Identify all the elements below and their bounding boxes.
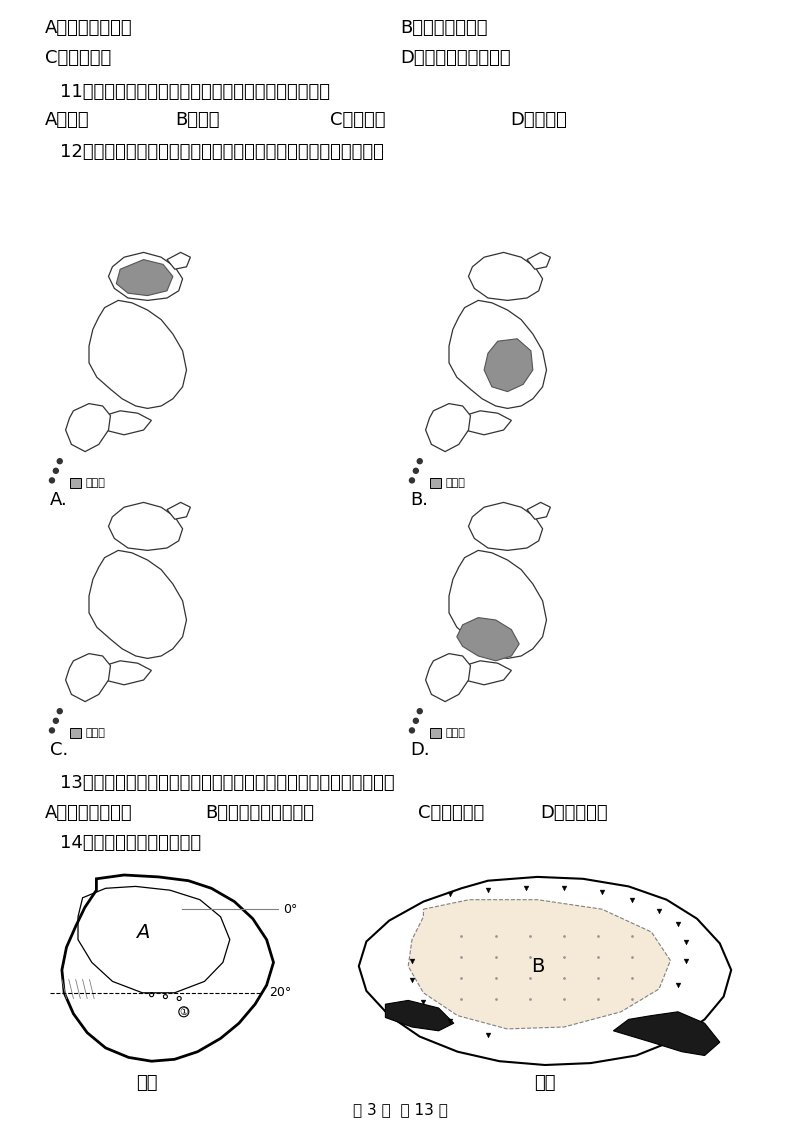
Text: C．交通便利: C．交通便利 bbox=[418, 804, 484, 822]
Polygon shape bbox=[109, 252, 182, 300]
Polygon shape bbox=[449, 550, 546, 659]
Circle shape bbox=[50, 728, 54, 732]
Text: B．英国: B．英国 bbox=[175, 111, 219, 129]
Polygon shape bbox=[167, 252, 190, 269]
Text: A．平原面积广阔: A．平原面积广阔 bbox=[45, 804, 133, 822]
Text: D．可能带来人员伤亡: D．可能带来人员伤亡 bbox=[400, 49, 510, 67]
Circle shape bbox=[414, 469, 418, 473]
Polygon shape bbox=[614, 1012, 720, 1055]
Polygon shape bbox=[109, 503, 182, 550]
Text: B.: B. bbox=[410, 491, 428, 509]
Text: A．法国: A．法国 bbox=[45, 111, 90, 129]
Circle shape bbox=[58, 709, 62, 713]
Text: 工业区: 工业区 bbox=[445, 478, 465, 488]
Text: C．西班牙: C．西班牙 bbox=[330, 111, 386, 129]
Text: D．开发较早: D．开发较早 bbox=[540, 804, 608, 822]
Text: 工业区: 工业区 bbox=[445, 728, 465, 738]
Polygon shape bbox=[458, 411, 511, 435]
Polygon shape bbox=[449, 300, 546, 409]
Text: 14．读图，结合所学知识．: 14．读图，结合所学知识． bbox=[60, 834, 201, 852]
Text: B．气候温暖湿润海运: B．气候温暖湿润海运 bbox=[205, 804, 314, 822]
Polygon shape bbox=[458, 661, 511, 685]
Polygon shape bbox=[426, 404, 470, 452]
Polygon shape bbox=[98, 411, 151, 435]
Text: 11．下面不属于欧洲三大著名旅游国的国家是（　　）: 11．下面不属于欧洲三大著名旅游国的国家是（ ） bbox=[60, 83, 330, 101]
Circle shape bbox=[50, 478, 54, 483]
Text: 13．两国人口都主要集中分布在东南沿海地区，原因不包括（　　）: 13．两国人口都主要集中分布在东南沿海地区，原因不包括（ ） bbox=[60, 774, 394, 792]
Circle shape bbox=[54, 469, 58, 473]
Text: B．游客大量增加: B．游客大量增加 bbox=[400, 19, 487, 37]
Text: A.: A. bbox=[50, 491, 68, 509]
Polygon shape bbox=[66, 404, 110, 452]
Polygon shape bbox=[426, 653, 470, 702]
Polygon shape bbox=[469, 503, 542, 550]
Text: 0°: 0° bbox=[282, 902, 297, 916]
Bar bbox=[430, 478, 442, 488]
Bar bbox=[70, 728, 82, 738]
Text: B: B bbox=[530, 957, 544, 976]
Polygon shape bbox=[167, 503, 190, 520]
Circle shape bbox=[410, 728, 414, 732]
Circle shape bbox=[414, 719, 418, 723]
Polygon shape bbox=[527, 503, 550, 520]
Text: C．影响交通: C．影响交通 bbox=[45, 49, 111, 67]
Circle shape bbox=[418, 458, 422, 464]
Text: 乙国: 乙国 bbox=[534, 1074, 556, 1092]
Polygon shape bbox=[408, 900, 670, 1029]
Polygon shape bbox=[98, 661, 151, 685]
Text: 工业区: 工业区 bbox=[85, 728, 105, 738]
Polygon shape bbox=[457, 618, 519, 661]
Polygon shape bbox=[89, 300, 186, 409]
Circle shape bbox=[410, 478, 414, 483]
Polygon shape bbox=[116, 259, 173, 295]
Text: A: A bbox=[136, 923, 149, 942]
Polygon shape bbox=[89, 550, 186, 659]
Polygon shape bbox=[469, 252, 542, 300]
Circle shape bbox=[58, 458, 62, 464]
Bar bbox=[430, 728, 442, 738]
Text: 甲国: 甲国 bbox=[136, 1074, 158, 1092]
Text: D．意大利: D．意大利 bbox=[510, 111, 567, 129]
Text: D.: D. bbox=[410, 741, 430, 758]
Polygon shape bbox=[386, 1001, 454, 1031]
Polygon shape bbox=[62, 875, 274, 1061]
Text: A．带来肥沃土壤: A．带来肥沃土壤 bbox=[45, 19, 133, 37]
Text: 12．四幅图中，能够正确反映日本工业区分布特点的是　（　　）: 12．四幅图中，能够正确反映日本工业区分布特点的是 （ ） bbox=[60, 143, 384, 161]
Text: ①: ① bbox=[179, 1006, 188, 1017]
Text: 第 3 页  共 13 页: 第 3 页 共 13 页 bbox=[353, 1103, 447, 1117]
Polygon shape bbox=[358, 877, 731, 1065]
Polygon shape bbox=[66, 653, 110, 702]
Circle shape bbox=[54, 719, 58, 723]
Polygon shape bbox=[527, 252, 550, 269]
Bar bbox=[70, 478, 82, 488]
Polygon shape bbox=[484, 338, 533, 392]
Circle shape bbox=[418, 709, 422, 713]
Text: 20°: 20° bbox=[269, 986, 291, 1000]
Text: C.: C. bbox=[50, 741, 68, 758]
Text: 工业区: 工业区 bbox=[85, 478, 105, 488]
